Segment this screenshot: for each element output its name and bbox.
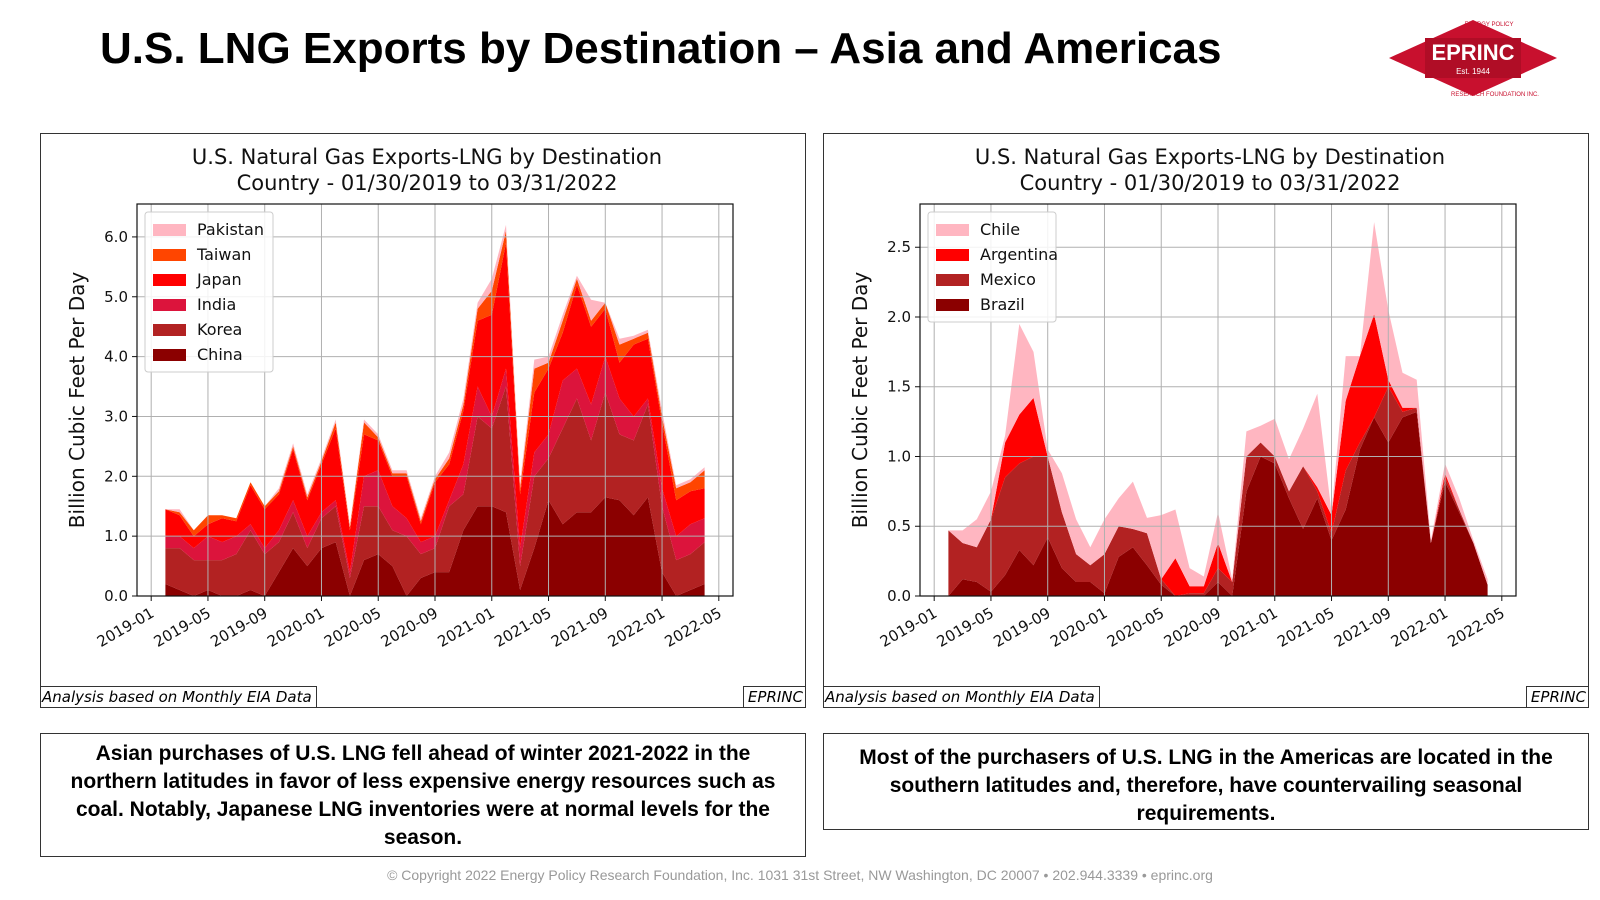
y-tick-label: 3.0 (104, 407, 128, 425)
legend-label: Taiwan (196, 245, 251, 264)
logo-top: ENERGY POLICY (1465, 22, 1514, 28)
x-tick-label: 2020-05 (321, 604, 384, 651)
area (948, 411, 1488, 596)
y-tick-label: 6.0 (104, 228, 128, 246)
x-tick-label: 2020-09 (378, 604, 441, 651)
legend-swatch (153, 224, 186, 236)
chart-title-box: U.S. Natural Gas Exports-LNG by Destinat… (824, 144, 1588, 196)
legend-label: Chile (980, 220, 1020, 239)
chart-title-box: U.S. Natural Gas Exports-LNG by Destinat… (41, 144, 805, 196)
y-tick-label: 1.5 (887, 378, 911, 396)
x-tick-label: 2019-05 (934, 604, 997, 651)
legend-box (927, 211, 1057, 323)
x-tick-label: 2022-05 (1445, 604, 1508, 651)
legend-label: Brazil (980, 295, 1025, 314)
x-tick-label: 2019-05 (151, 604, 214, 651)
y-tick-label: 1.0 (887, 447, 911, 465)
logo-name: EPRINC (1431, 40, 1514, 65)
y-tick-label: 2.0 (104, 467, 128, 485)
x-tick-label: 2020-05 (1104, 604, 1167, 651)
x-tick-label: 2021-01 (434, 604, 497, 651)
y-tick-label: 0.0 (104, 587, 128, 605)
legend-swatch (936, 274, 969, 286)
logo-bottom: RESEARCH FOUNDATION INC. (1451, 92, 1539, 98)
caption: Most of the purchasers of U.S. LNG in th… (823, 733, 1589, 830)
x-tick-label: 2021-01 (1217, 604, 1280, 651)
y-tick-label: 1.0 (104, 527, 128, 545)
area (165, 386, 705, 596)
x-tick-label: 2022-01 (1388, 604, 1451, 651)
y-axis-label: Billion Cubic Feet Per Day (65, 272, 89, 529)
y-tick-label: 2.5 (887, 238, 911, 256)
chart-source: EPRINC (742, 686, 806, 708)
y-tick-label: 0.5 (887, 517, 911, 535)
legend-label: Mexico (980, 270, 1036, 289)
legend-label: Argentina (980, 245, 1058, 264)
x-tick-label: 2019-09 (990, 604, 1053, 651)
x-tick-label: 2019-01 (94, 604, 157, 651)
y-axis-label: Billion Cubic Feet Per Day (848, 272, 872, 529)
legend-label: Korea (197, 320, 242, 339)
area (165, 356, 705, 578)
area (948, 386, 1488, 596)
chart-note: Analysis based on Monthly EIA Data (823, 686, 1100, 708)
legend-label: Japan (196, 270, 242, 289)
legend-swatch (153, 324, 186, 336)
y-tick-label: 4.0 (104, 348, 128, 366)
legend-swatch (936, 224, 969, 236)
x-tick-label: 2021-09 (548, 604, 611, 651)
chart-panel: 0.0 0.5 1.0 1.5 2.0 2.5 2019-01 2019-05 2019-09 2… (823, 133, 1589, 708)
chart: 0.0 1.0 2.0 3.0 4.0 5.0 6.0 2019-012019-052019-… (65, 203, 734, 651)
legend-label: Pakistan (197, 220, 264, 239)
legend-swatch (153, 349, 186, 361)
area (165, 242, 705, 573)
area (165, 230, 705, 537)
plot-frame (919, 203, 1517, 597)
legend-label: China (197, 345, 243, 364)
logo: EPRINC Est. 1944 ENERGY POLICY RESEARCH … (1389, 20, 1557, 98)
area (165, 497, 705, 596)
chart-title: U.S. Natural Gas Exports-LNG by Destinat… (191, 145, 663, 195)
x-tick-label: 2022-05 (662, 604, 725, 651)
chart-panel: 0.0 1.0 2.0 3.0 4.0 5.0 6.0 2019-01 2019-05 2019-… (40, 133, 806, 708)
y-tick-label: 5.0 (104, 288, 128, 306)
legend-swatch (936, 249, 969, 261)
plot-frame (136, 203, 734, 597)
x-tick-label: 2022-01 (605, 604, 668, 651)
x-tick-label: 2021-09 (1331, 604, 1394, 651)
chart-source: EPRINC (1525, 686, 1589, 708)
chart-note: Analysis based on Monthly EIA Data (40, 686, 317, 708)
caption: Asian purchases of U.S. LNG fell ahead o… (40, 733, 806, 857)
legend-swatch (936, 299, 969, 311)
area (948, 314, 1488, 596)
x-tick-label: 2019-01 (877, 604, 940, 651)
legend-label: India (197, 295, 236, 314)
legend-swatch (153, 299, 186, 311)
chart-title: U.S. Natural Gas Exports-LNG by Destinat… (974, 145, 1446, 195)
chart: 0.00.51.01.52.02.52019-012019-052019-092… (848, 203, 1517, 651)
legend-swatch (153, 274, 186, 286)
slide-title: U.S. LNG Exports by Destination – Asia a… (100, 24, 1222, 73)
legend-swatch (153, 249, 186, 261)
footer: © Copyright 2022 Energy Policy Research … (387, 867, 1213, 883)
x-tick-label: 2021-05 (491, 604, 554, 651)
logo-est: Est. 1944 (1456, 67, 1490, 76)
x-tick-label: 2020-01 (264, 604, 327, 651)
x-tick-label: 2020-01 (1047, 604, 1110, 651)
x-tick-label: 2021-05 (1274, 604, 1337, 651)
y-tick-label: 2.0 (887, 308, 911, 326)
y-tick-label: 0.0 (887, 587, 911, 605)
logo-band (1425, 38, 1521, 78)
x-tick-label: 2020-09 (1161, 604, 1224, 651)
x-tick-label: 2019-09 (207, 604, 270, 651)
